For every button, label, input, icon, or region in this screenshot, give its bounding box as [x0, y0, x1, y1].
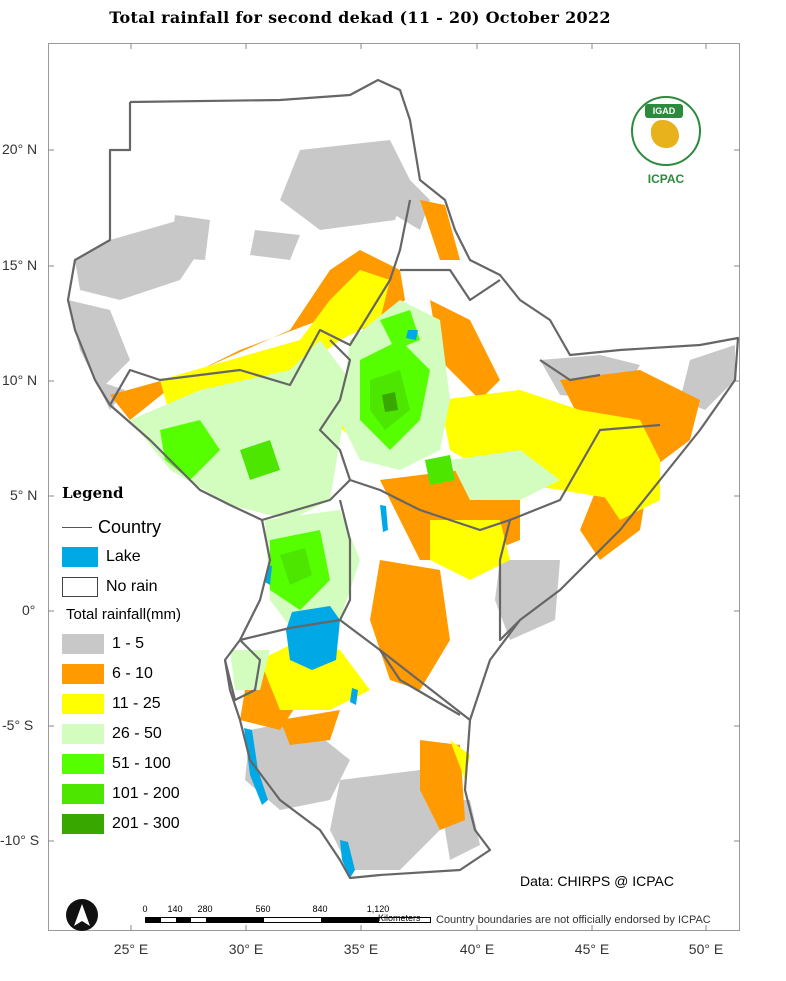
class-label: 201 - 300: [112, 815, 180, 832]
lat-tick: 20° N: [2, 141, 38, 157]
legend-rainfall-heading: Total rainfall(mm): [66, 606, 182, 623]
class-label: 6 - 10: [112, 665, 153, 682]
africa-map-icon: [651, 120, 679, 148]
legend-no-rain: No rain: [62, 572, 227, 602]
legend: Legend Country Lake No rain Total rainfa…: [62, 484, 227, 839]
class-swatch: [62, 784, 104, 804]
class-label: 101 - 200: [112, 785, 180, 802]
logo-name: ICPAC: [647, 172, 685, 186]
class-swatch: [62, 664, 104, 684]
scale-label: 1,120: [366, 904, 390, 914]
legend-country-label: Country: [98, 516, 162, 537]
data-credit: Data: CHIRPS @ ICPAC: [520, 873, 674, 889]
class-swatch: [62, 814, 104, 834]
class-label: 11 - 25: [112, 695, 161, 712]
country-boundaries: [66, 78, 740, 880]
class-label: 51 - 100: [112, 755, 171, 772]
map-title: Total rainfall for second dekad (11 - 20…: [109, 8, 611, 27]
rain-201-300-areas: [382, 392, 398, 412]
lon-tick: 40° E: [459, 941, 495, 957]
lake-victoria: [286, 606, 340, 670]
legend-title: Legend: [62, 484, 124, 502]
lake-albert: [265, 565, 272, 585]
lat-tick: 5° N: [10, 487, 38, 503]
lake-turkana: [380, 505, 388, 532]
rain-101-200-areas: [240, 370, 455, 585]
legend-class: 201 - 300: [62, 809, 227, 839]
scale-bar: [145, 917, 431, 923]
legend-class: 6 - 10: [62, 659, 227, 689]
map-frame: [48, 43, 740, 931]
legend-classes: 1 - 5 6 - 10 11 - 25 26 - 50 51 - 100 10…: [62, 629, 227, 839]
icpac-logo: IGAD ICPAC: [630, 96, 702, 188]
lon-tick: 35° E: [343, 941, 379, 957]
logo-emblem: IGAD: [631, 96, 701, 166]
scale-unit: Kilometers: [378, 913, 421, 923]
legend-lake: Lake: [62, 542, 227, 572]
class-swatch: [62, 694, 104, 714]
lake-swatch: [62, 547, 98, 567]
lat-tick: 0°: [22, 602, 36, 618]
no-rain-swatch: [62, 577, 98, 597]
legend-class: 1 - 5: [62, 629, 227, 659]
country-line-icon: [62, 526, 92, 528]
class-swatch: [62, 634, 104, 654]
scale-label: 560: [255, 904, 271, 914]
boundary-disclaimer: Country boundaries are not officially en…: [436, 914, 711, 926]
lat-tick: -5° S: [2, 717, 34, 733]
scale-label: 0: [142, 904, 148, 914]
lon-tick: 30° E: [228, 941, 264, 957]
north-arrow-icon: [66, 899, 98, 931]
legend-class: 101 - 200: [62, 779, 227, 809]
lon-tick: 45° E: [574, 941, 610, 957]
lat-tick: 10° N: [2, 372, 38, 388]
legend-class: 51 - 100: [62, 749, 227, 779]
lon-tick: 50° E: [688, 941, 724, 957]
class-swatch: [62, 754, 104, 774]
lon-tick: 25° E: [113, 941, 149, 957]
scale-label: 140: [167, 904, 183, 914]
legend-class: 11 - 25: [62, 689, 227, 719]
legend-no-rain-label: No rain: [106, 578, 158, 595]
lat-tick: 15° N: [2, 257, 38, 273]
scale-label: 280: [197, 904, 213, 914]
logo-badge: IGAD: [645, 104, 683, 118]
lat-tick: -10° S: [0, 832, 40, 848]
lake-tana: [406, 330, 418, 340]
lake-malawi: [340, 840, 355, 878]
legend-class: 26 - 50: [62, 719, 227, 749]
class-label: 26 - 50: [112, 725, 162, 742]
graticule-ticks: [48, 43, 740, 931]
scale-label: 840: [312, 904, 328, 914]
legend-country: Country: [62, 512, 227, 542]
class-label: 1 - 5: [112, 635, 145, 652]
class-swatch: [62, 724, 104, 744]
legend-lake-label: Lake: [106, 548, 141, 565]
